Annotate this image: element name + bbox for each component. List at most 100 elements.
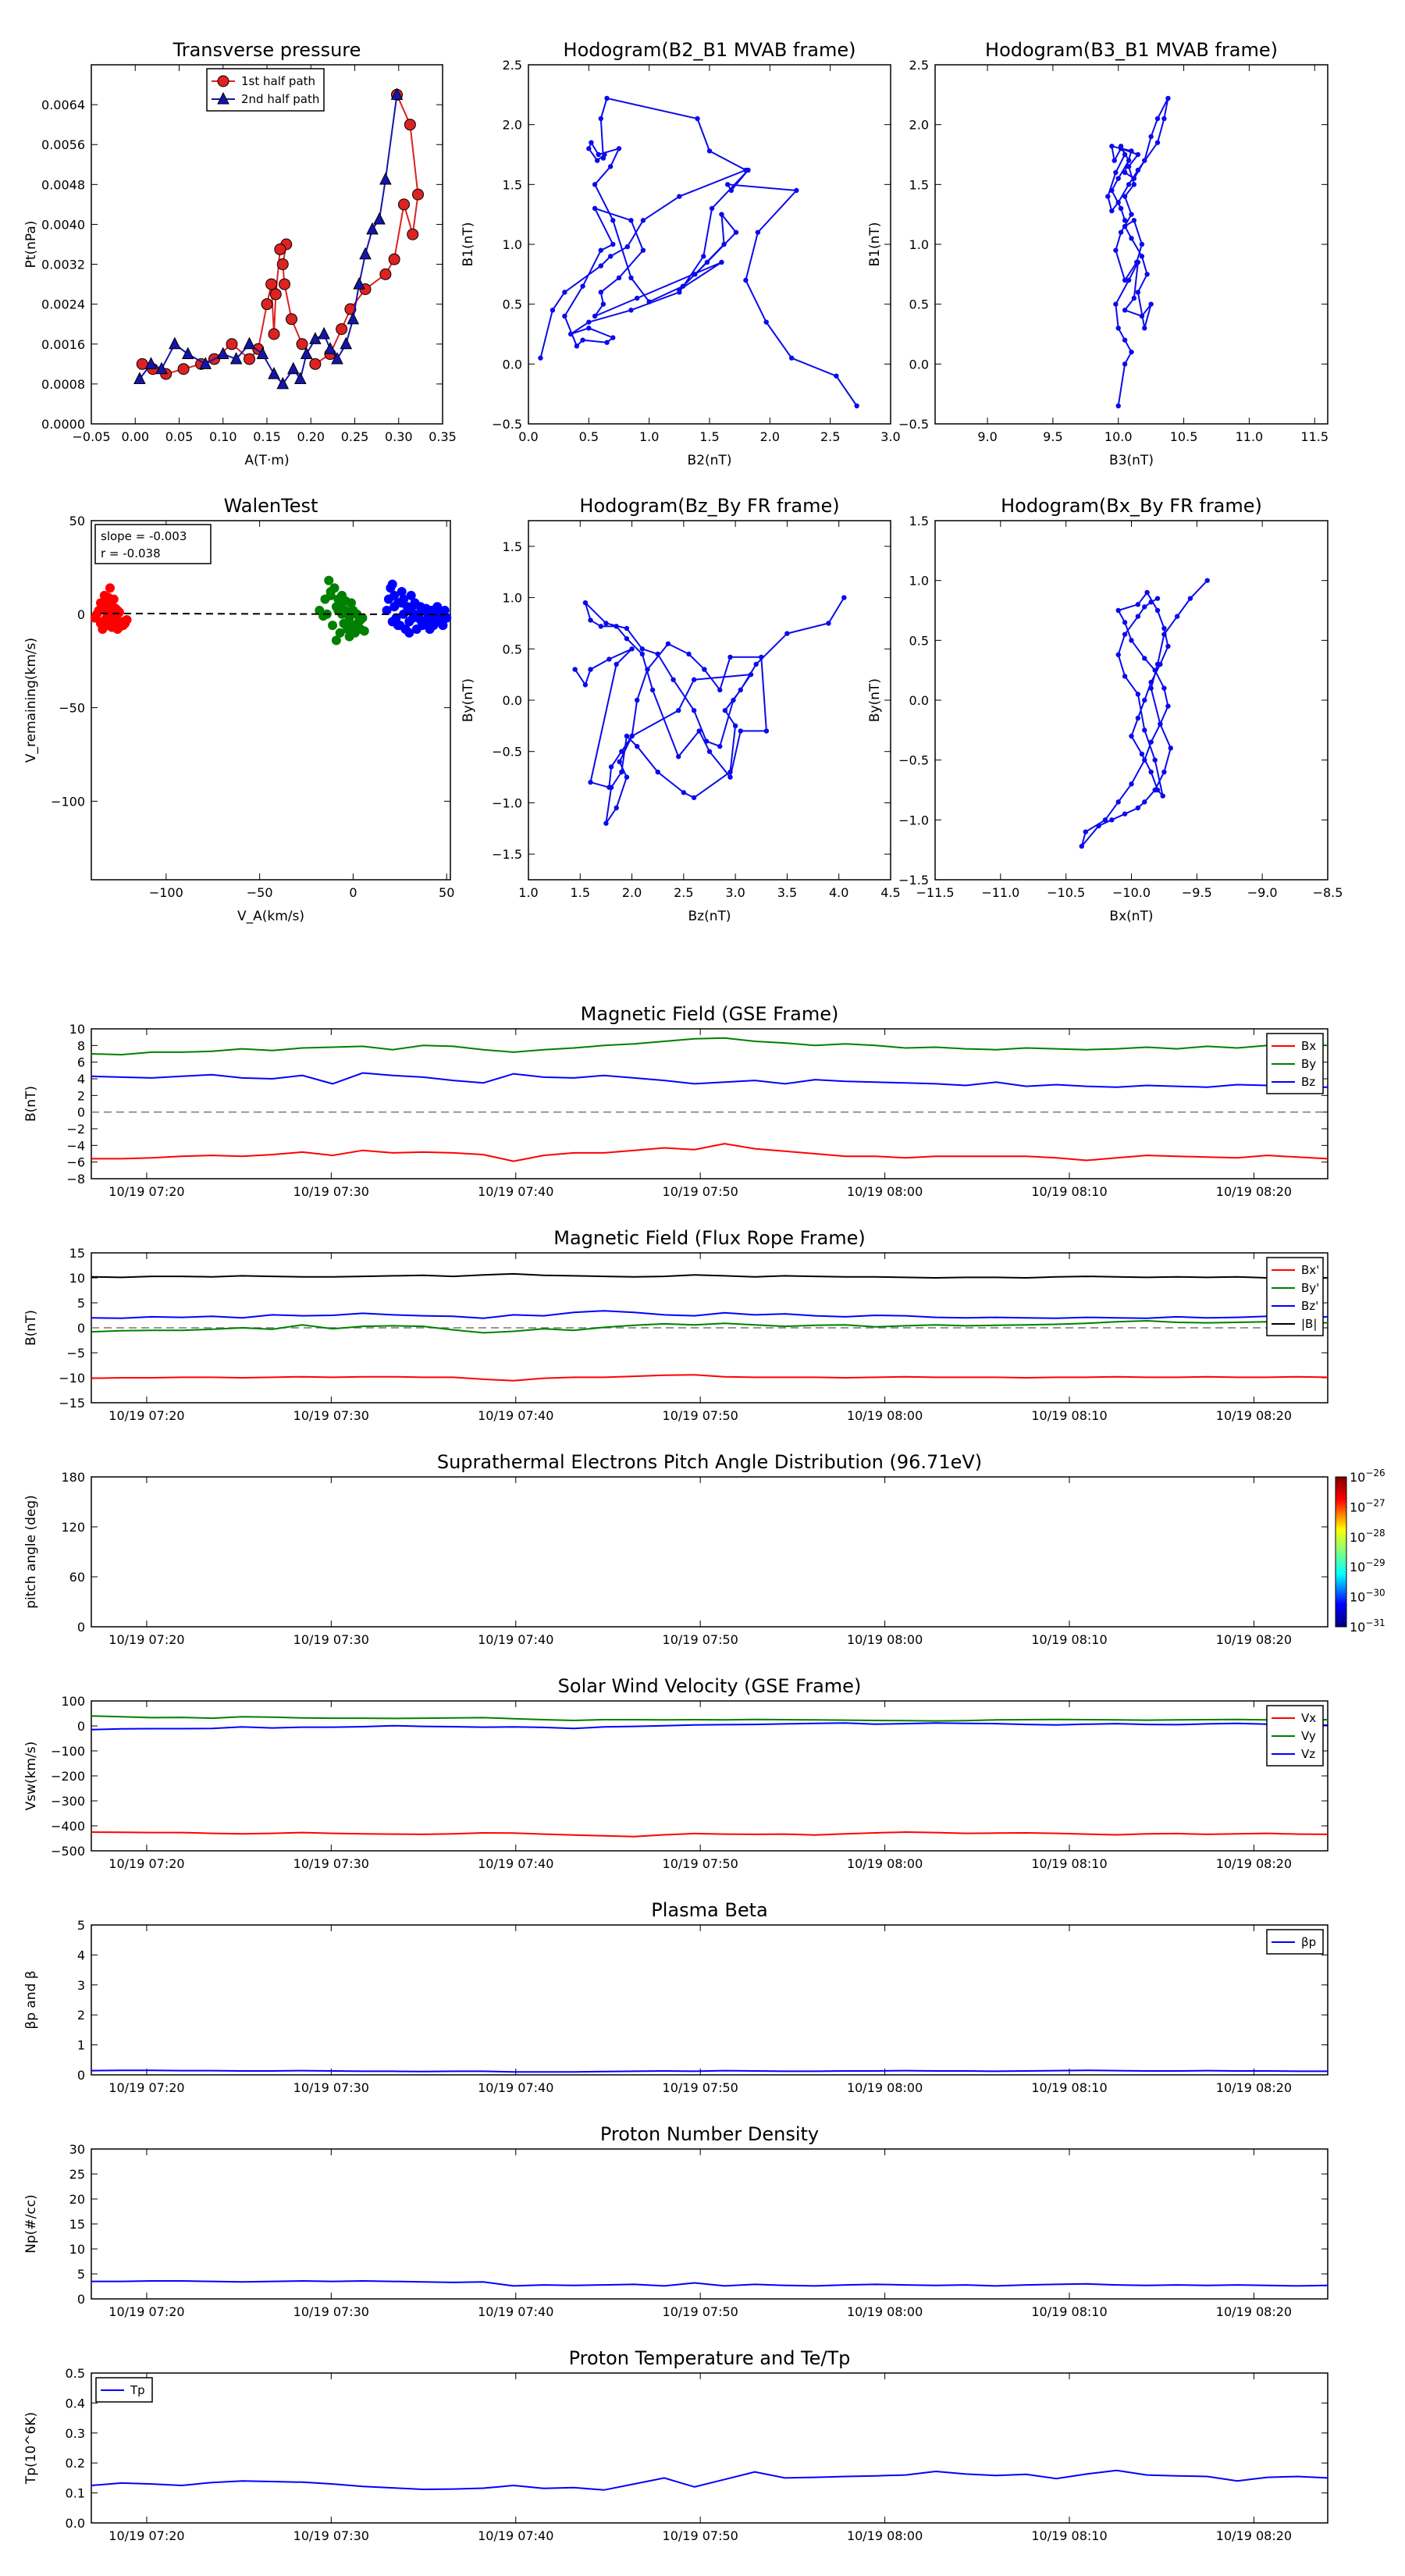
data-point [1152, 667, 1158, 673]
y-tick-label: 1 [77, 2038, 85, 2053]
y-axis-label: βp and β [23, 1970, 39, 2029]
data-point [1142, 158, 1147, 163]
legend-label: Bz [1301, 1075, 1315, 1089]
y-tick-label: 0 [77, 607, 85, 622]
scatter-point [331, 635, 341, 646]
data-point [1109, 144, 1115, 149]
x-tick-label: 0.20 [297, 429, 325, 444]
scatter-point [325, 590, 336, 600]
y-axis-label: B1(nT) [867, 222, 883, 267]
series-line [1080, 580, 1208, 847]
data-point [1135, 290, 1141, 295]
x-tick-label: 10/19 08:10 [1031, 2528, 1107, 2543]
x-axis-label: B3(nT) [1109, 453, 1154, 468]
legend-label: By' [1301, 1281, 1319, 1295]
y-tick-label: 10 [69, 1022, 85, 1037]
x-tick-label: 10/19 08:20 [1216, 1632, 1292, 1647]
y-tick-label: 1.0 [909, 574, 929, 589]
x-tick-label: 10/19 08:20 [1216, 2080, 1292, 2095]
y-tick-label: 15 [69, 2217, 85, 2232]
data-point [1139, 254, 1145, 259]
data-point [1122, 277, 1128, 283]
data-point [598, 624, 603, 629]
colorbar-tick-label: 10−27 [1350, 1497, 1385, 1514]
y-tick-label: 60 [69, 1570, 85, 1585]
x-tick-label: 11.5 [1300, 429, 1329, 444]
series-line [91, 1319, 1328, 1334]
data-point [727, 654, 733, 660]
x-tick-label: 10/19 08:20 [1216, 1856, 1292, 1871]
x-tick-label: 4.0 [829, 885, 848, 900]
y-axis-label: pitch angle (deg) [23, 1495, 39, 1609]
data-point [379, 268, 392, 280]
data-point [1187, 596, 1193, 601]
data-point [1129, 638, 1134, 643]
plot-frame [934, 520, 1329, 881]
data-point [550, 308, 556, 313]
data-point [1142, 326, 1147, 331]
data-point [1139, 751, 1145, 757]
x-tick-label: 10/19 08:00 [847, 1184, 923, 1199]
y-tick-label: 0.0040 [41, 217, 85, 232]
data-point [344, 303, 357, 315]
data-point [592, 205, 598, 212]
scatter-point [343, 621, 353, 631]
data-point [318, 326, 330, 340]
chart-title: Hodogram(B2_B1 MVAB frame) [564, 39, 856, 61]
data-point [269, 288, 282, 301]
x-tick-label: 9.5 [1043, 429, 1062, 444]
y-tick-label: −0.5 [492, 417, 522, 432]
scatter-point [318, 611, 329, 621]
x-tick-label: 1.0 [518, 885, 538, 900]
data-point [586, 326, 592, 331]
y-tick-label: −1.5 [492, 847, 522, 862]
data-point [704, 259, 710, 265]
y-tick-label: 120 [61, 1520, 85, 1535]
colorbar-tick-label: 10−28 [1350, 1528, 1385, 1545]
y-tick-label: 0.4 [66, 2396, 85, 2411]
data-point [743, 277, 749, 283]
series-line [574, 597, 845, 824]
x-tick-label: 10/19 07:40 [478, 1856, 553, 1871]
data-point [293, 372, 307, 384]
data-point [598, 116, 603, 122]
data-point [1109, 187, 1115, 194]
series-line [91, 1272, 1329, 1279]
y-tick-label: −0.5 [492, 745, 522, 760]
data-point [841, 595, 847, 600]
data-point [1122, 674, 1128, 679]
data-point [670, 677, 676, 682]
y-tick-label: 0.5 [909, 633, 929, 648]
data-point [562, 313, 567, 319]
plot-frame [91, 1028, 1329, 1179]
y-tick-label: −200 [51, 1769, 85, 1784]
data-point [691, 677, 697, 682]
data-point [616, 275, 622, 281]
y-axis-label: Tp(10^6K) [23, 2412, 39, 2485]
data-point [1122, 361, 1128, 367]
chart-title: Solar Wind Velocity (GSE Frame) [558, 1675, 862, 1697]
plot-frame [91, 64, 443, 425]
data-point [676, 707, 681, 713]
data-point [624, 625, 630, 632]
y-tick-label: 0.5 [66, 2366, 85, 2381]
data-point [1158, 721, 1163, 727]
data-point [709, 205, 715, 212]
x-tick-label: 10.0 [1104, 429, 1133, 444]
data-point [309, 358, 322, 370]
series-line [91, 1831, 1329, 1838]
y-axis-label: Np(#/cc) [23, 2194, 39, 2253]
x-tick-label: 0.10 [209, 429, 237, 444]
data-point [826, 621, 831, 626]
data-point [300, 347, 313, 360]
data-point [616, 146, 622, 151]
x-tick-label: 10/19 07:50 [663, 2080, 738, 2095]
scatter-point [92, 609, 102, 619]
data-point [256, 347, 269, 360]
chart-t5: Plasma Beta 10/19 07:20 10/19 07:30 10/19 0… [23, 1899, 1329, 2095]
x-tick-label: 0.25 [341, 429, 369, 444]
x-tick-label: −10.0 [1112, 885, 1151, 900]
data-point [629, 646, 635, 652]
x-tick-label: 10/19 07:20 [108, 1632, 184, 1647]
data-point [1122, 169, 1128, 176]
